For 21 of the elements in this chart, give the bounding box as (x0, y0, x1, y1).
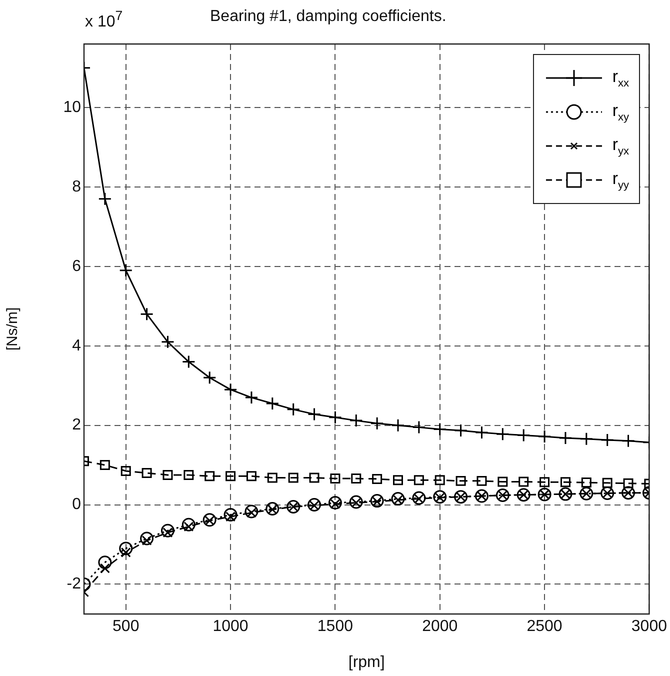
legend-label: r$_{yy}$ (612, 168, 629, 192)
y-tick-label: 4 (72, 337, 82, 354)
y-tick-label: 10 (63, 98, 82, 116)
x-tick-label: 500 (112, 618, 140, 636)
y-tick-label: 0 (72, 496, 82, 514)
y-tick-label: 8 (72, 178, 82, 196)
x-tick-label: 2000 (422, 618, 458, 636)
y-tick-label: 2 (72, 416, 82, 434)
x-tick-label: 1000 (212, 618, 248, 636)
x-tick-label: 1500 (317, 618, 354, 636)
y-tick-label: -2 (66, 576, 82, 593)
x-tick-label: 2500 (526, 618, 562, 636)
y-axis-title: [Ns/m] (4, 307, 22, 351)
chart-title: Bearing #1, damping coefficients. (210, 8, 446, 26)
legend-label: r$_{xx}$ (612, 66, 629, 90)
x-tick-label: 3000 (631, 618, 668, 636)
x-axis-title: [rpm] (348, 654, 385, 671)
legend-label: r$_{xy}$ (612, 100, 629, 124)
legend-label: r$_{yx}$ (612, 134, 629, 158)
y-tick-label: 6 (72, 258, 82, 275)
text: x 10$^{7}$ (85, 8, 123, 32)
